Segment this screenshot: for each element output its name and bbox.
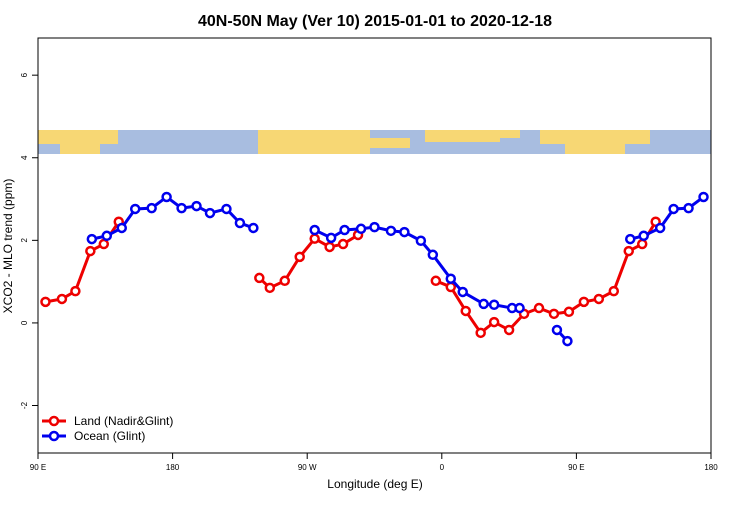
data-point (234, 217, 246, 229)
data-point (176, 202, 187, 214)
data-point (475, 327, 486, 339)
data-point (698, 191, 709, 203)
data-point (98, 238, 110, 250)
data-point (56, 293, 68, 305)
data-point (146, 202, 157, 214)
data-point (503, 324, 515, 336)
data-point (86, 233, 98, 245)
data-point (85, 245, 96, 257)
data-point (264, 282, 276, 294)
data-point (204, 207, 216, 219)
data-point (399, 226, 410, 238)
data-point (683, 202, 694, 214)
data-point (40, 296, 51, 308)
y-axis-label: XCO2 - MLO trend (ppm) (1, 179, 15, 314)
data-point (161, 191, 172, 203)
data-point (324, 241, 335, 253)
y-tick-label: 4 (20, 155, 29, 160)
data-point (445, 281, 457, 293)
data-point (294, 251, 305, 263)
chart-title: 40N-50N May (Ver 10) 2015-01-01 to 2020-… (198, 13, 552, 30)
data-point (638, 230, 649, 242)
legend-marker (48, 430, 60, 442)
data-point (427, 249, 439, 261)
y-tick-label: 2 (20, 238, 29, 243)
data-point (309, 224, 320, 236)
y-tick-label: -2 (20, 401, 29, 409)
data-point (533, 302, 545, 314)
data-point (593, 293, 605, 305)
x-tick-label: 90 W (298, 463, 317, 472)
x-tick-label: 180 (166, 463, 180, 472)
data-point (514, 302, 525, 314)
data-point (578, 296, 590, 308)
data-point (309, 233, 320, 244)
series-line (45, 220, 657, 336)
data-point (548, 308, 560, 320)
data-point (608, 285, 620, 297)
data-point (654, 222, 666, 234)
data-point (337, 238, 349, 250)
data-point (460, 305, 471, 317)
map-strip (38, 130, 711, 154)
legend-label: Land (Nadir&Glint) (74, 414, 173, 428)
data-point (254, 272, 265, 284)
legend-marker (48, 415, 60, 427)
data-point (563, 306, 575, 318)
data-point (325, 232, 337, 244)
data-point (279, 275, 291, 287)
data-point (445, 273, 457, 284)
data-point (430, 275, 442, 287)
data-point (339, 224, 350, 236)
y-tick-label: 0 (20, 320, 29, 325)
x-axis-label: Longitude (deg E) (327, 477, 422, 491)
data-point (562, 335, 573, 347)
data-point (101, 230, 113, 242)
data-point (668, 203, 679, 215)
data-point (478, 298, 489, 310)
legend-label: Ocean (Glint) (74, 429, 145, 443)
data-point (248, 222, 259, 234)
data-point (623, 245, 634, 257)
plot-frame (37, 37, 712, 454)
data-point (624, 233, 636, 245)
data-point (488, 316, 500, 328)
data-point (369, 221, 380, 233)
data-point (129, 203, 141, 215)
data-point (116, 222, 128, 234)
data-point (70, 285, 81, 297)
y-tick-label: 6 (20, 72, 29, 77)
x-tick-label: 90 E (568, 463, 584, 472)
data-point (385, 225, 397, 237)
data-point (457, 286, 468, 298)
x-tick-label: 180 (704, 463, 718, 472)
x-tick-label: 90 E (30, 463, 46, 472)
data-point (636, 238, 648, 250)
series-line (91, 195, 705, 343)
data-point (355, 223, 367, 235)
x-tick-label: 0 (440, 463, 445, 472)
data-point (488, 299, 500, 311)
data-point (551, 324, 563, 336)
data-point (221, 203, 232, 215)
data-point (191, 200, 202, 212)
data-point (415, 235, 427, 247)
